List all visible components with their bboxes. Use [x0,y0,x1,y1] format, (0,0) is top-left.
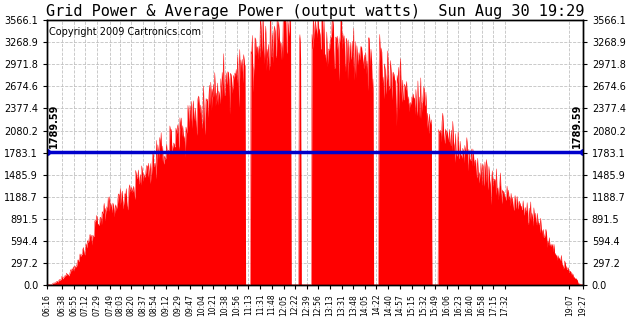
Text: Copyright 2009 Cartronics.com: Copyright 2009 Cartronics.com [49,27,201,37]
Text: 1789.59: 1789.59 [49,103,59,148]
Text: 1789.59: 1789.59 [571,103,581,148]
Title: Grid Power & Average Power (output watts)  Sun Aug 30 19:29: Grid Power & Average Power (output watts… [46,4,584,19]
